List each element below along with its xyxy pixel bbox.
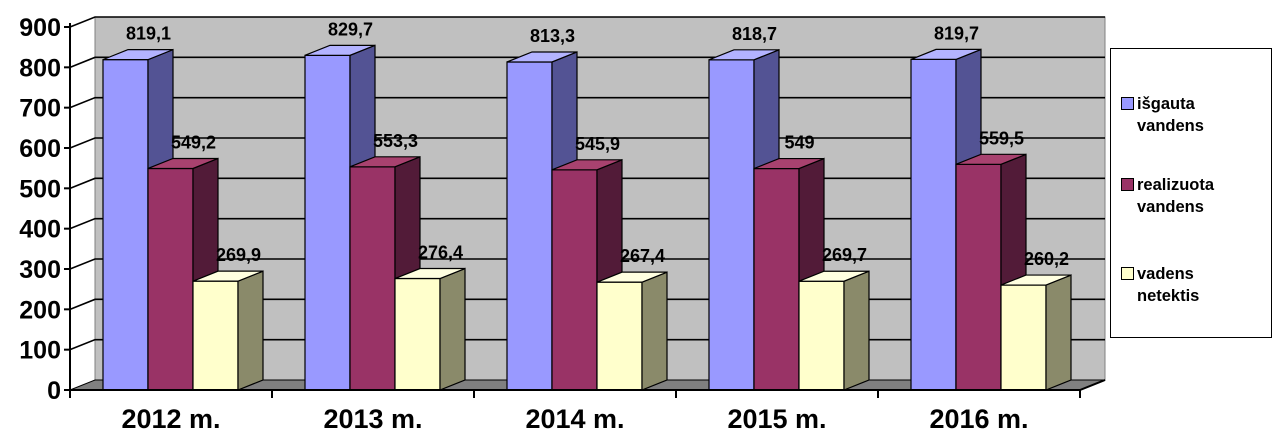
bar-front	[708, 59, 755, 391]
bar-front	[506, 61, 553, 391]
y-tick-label: 800	[19, 54, 61, 82]
y-tick-label: 100	[19, 337, 61, 365]
x-tick-label: 2015 m.	[727, 404, 826, 434]
bar-top	[394, 267, 466, 280]
bar-top	[708, 49, 780, 61]
bar-top	[551, 159, 623, 171]
legend-swatch	[1121, 267, 1134, 280]
y-tick-label: 600	[19, 135, 61, 163]
bar-front	[102, 59, 149, 391]
y-tick-label: 500	[19, 175, 61, 203]
data-label: 819,1	[126, 24, 171, 44]
data-label: 267,4	[620, 246, 665, 266]
x-tick-label: 2012 m.	[121, 404, 220, 434]
bar-top	[596, 271, 668, 283]
bar-top	[304, 44, 376, 56]
bar-front	[910, 58, 957, 391]
bar-side	[843, 270, 870, 391]
data-label: 818,7	[732, 24, 777, 44]
legend-swatch	[1121, 97, 1134, 110]
data-label: 559,5	[979, 128, 1024, 148]
legend-swatch	[1121, 178, 1134, 191]
bar-front	[349, 166, 396, 391]
bar-side	[439, 267, 466, 391]
data-label: 549,2	[171, 132, 216, 152]
x-tick-label: 2016 m.	[929, 404, 1028, 434]
legend-label: išgauta vandens	[1137, 95, 1204, 135]
gridline	[69, 16, 1105, 28]
bar-top	[147, 157, 219, 170]
legend-item-isgauta: išgauta vandens	[1121, 93, 1204, 137]
x-tick-label: 2014 m.	[525, 404, 624, 434]
y-tick-label: 0	[47, 377, 61, 405]
bar-top	[753, 157, 825, 170]
bar-front	[304, 54, 351, 391]
x-axis-ticks: 2012 m. 2013 m. 2014 m. 2015 m. 2016 m.	[69, 390, 1081, 434]
data-label: 549	[784, 133, 814, 153]
legend-label: realizuota vandens	[1137, 176, 1215, 216]
bar-front	[955, 163, 1002, 391]
data-label: 813,3	[530, 26, 575, 46]
data-label: 545,9	[575, 134, 620, 154]
legend-label: vadens netektis	[1137, 265, 1200, 305]
bar-side	[237, 270, 264, 391]
bar-front	[394, 277, 441, 391]
y-tick-label: 900	[19, 14, 61, 42]
data-labels: 819,1 549,2 269,9 829,7 553,3 276,4 813,3 545,9…	[126, 19, 1069, 269]
y-tick-label: 400	[19, 216, 61, 244]
y-tick-label: 300	[19, 256, 61, 284]
bar	[1000, 274, 1072, 391]
bar-front	[192, 280, 239, 391]
y-axis-ticks: 0 100 200 300 400 500 600 700 800 900	[19, 14, 70, 405]
bar-front	[753, 167, 800, 391]
data-label: 260,2	[1024, 249, 1069, 269]
bar-front	[551, 169, 598, 391]
bar	[192, 270, 264, 391]
bar-top	[506, 51, 578, 63]
y-tick-label: 200	[19, 296, 61, 324]
data-label: 829,7	[328, 19, 373, 39]
y-tick-label: 700	[19, 95, 61, 123]
bar-top	[798, 270, 870, 282]
bar-front	[1000, 284, 1047, 391]
bar-front	[798, 280, 845, 391]
x-tick-label: 2013 m.	[323, 404, 422, 434]
bar-top	[192, 270, 264, 282]
legend: išgauta vandens realizuota vandens vaden…	[1110, 48, 1272, 338]
bars	[102, 44, 1072, 391]
bar-top	[349, 156, 421, 168]
data-label: 819,7	[934, 23, 979, 43]
bar	[596, 271, 668, 391]
bar-side	[641, 271, 668, 391]
bar-top	[1000, 274, 1072, 286]
bar	[394, 267, 466, 391]
data-label: 276,4	[418, 243, 463, 263]
data-label: 269,9	[216, 245, 261, 265]
bar-top	[910, 48, 982, 60]
data-label: 269,7	[822, 245, 867, 265]
bar-top	[102, 49, 174, 61]
bar-front	[596, 281, 643, 391]
bar-top	[955, 153, 1027, 165]
bar-front	[147, 167, 194, 391]
data-label: 553,3	[373, 131, 418, 151]
legend-item-realizuota: realizuota vandens	[1121, 174, 1214, 218]
bar-side	[1045, 274, 1072, 391]
bar	[798, 270, 870, 391]
legend-item-vadens: vadens netektis	[1121, 263, 1199, 307]
